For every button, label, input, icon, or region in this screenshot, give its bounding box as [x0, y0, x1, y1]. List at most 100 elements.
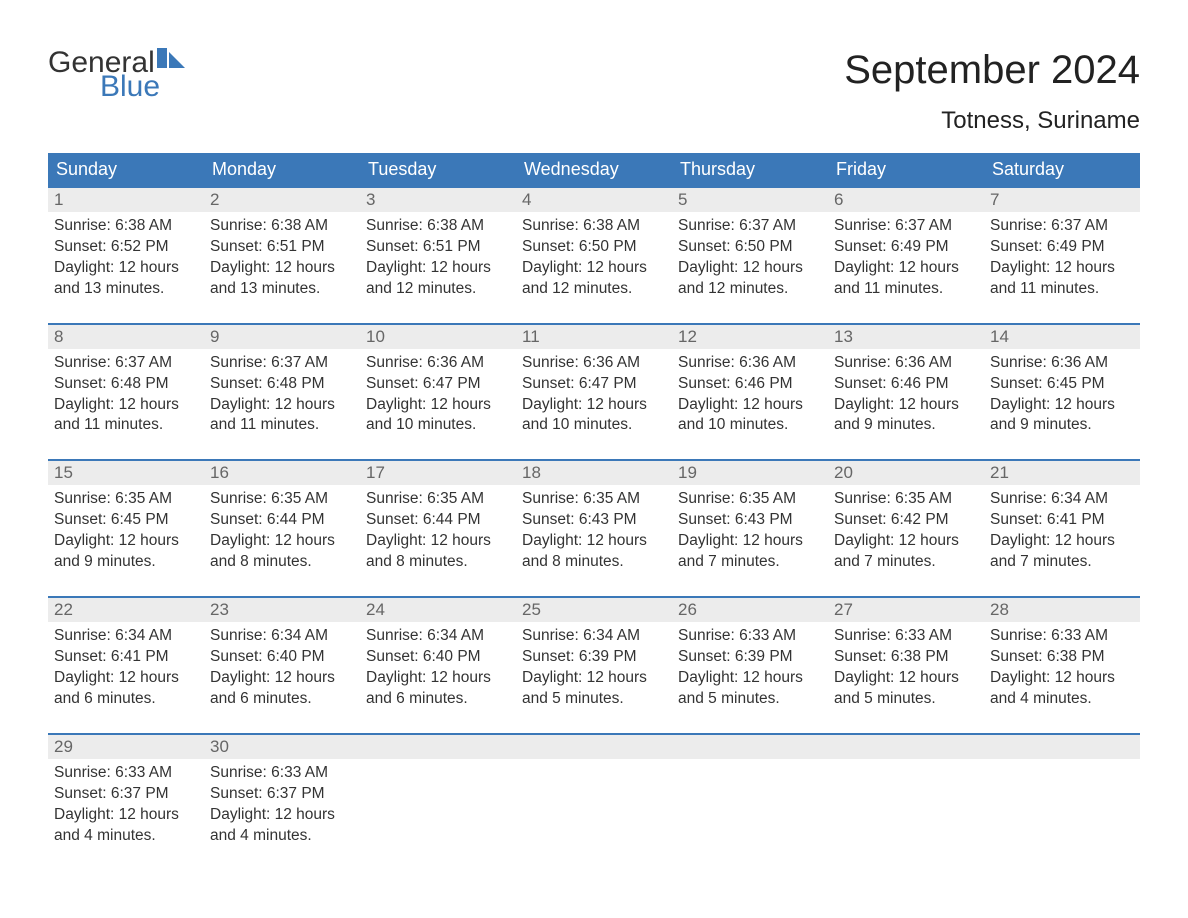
- day-number-row: 22232425262728: [48, 597, 1140, 622]
- day-data-cell: Sunrise: 6:36 AMSunset: 6:47 PMDaylight:…: [516, 349, 672, 447]
- day-data-cell: Sunrise: 6:35 AMSunset: 6:44 PMDaylight:…: [360, 485, 516, 583]
- sunset-line: Sunset: 6:51 PM: [366, 237, 510, 258]
- sunrise-line: Sunrise: 6:36 AM: [678, 353, 822, 374]
- sunrise-line: Sunrise: 6:35 AM: [54, 489, 198, 510]
- daylight-line: Daylight: 12 hours and 7 minutes.: [834, 531, 978, 573]
- title-block: September 2024 Totness, Suriname: [844, 48, 1140, 135]
- sunset-line: Sunset: 6:50 PM: [522, 237, 666, 258]
- logo: General Blue: [48, 48, 185, 102]
- day-number-cell: 25: [516, 597, 672, 622]
- day-data-cell: Sunrise: 6:36 AMSunset: 6:47 PMDaylight:…: [360, 349, 516, 447]
- day-number-cell: 21: [984, 460, 1140, 485]
- day-data-cell: Sunrise: 6:37 AMSunset: 6:48 PMDaylight:…: [204, 349, 360, 447]
- sunrise-line: Sunrise: 6:38 AM: [522, 216, 666, 237]
- sunrise-line: Sunrise: 6:38 AM: [54, 216, 198, 237]
- sunrise-line: Sunrise: 6:35 AM: [522, 489, 666, 510]
- day-data-cell: Sunrise: 6:38 AMSunset: 6:51 PMDaylight:…: [204, 212, 360, 310]
- day-data-cell: [672, 759, 828, 857]
- day-number-cell: 28: [984, 597, 1140, 622]
- daylight-line: Daylight: 12 hours and 13 minutes.: [210, 258, 354, 300]
- day-number-row: 1234567: [48, 187, 1140, 212]
- day-data-cell: Sunrise: 6:37 AMSunset: 6:49 PMDaylight:…: [984, 212, 1140, 310]
- day-data-cell: Sunrise: 6:36 AMSunset: 6:46 PMDaylight:…: [672, 349, 828, 447]
- day-number-cell: 10: [360, 324, 516, 349]
- daylight-line: Daylight: 12 hours and 8 minutes.: [522, 531, 666, 573]
- day-number-cell: [828, 734, 984, 759]
- daylight-line: Daylight: 12 hours and 9 minutes.: [990, 395, 1134, 437]
- day-data-cell: Sunrise: 6:37 AMSunset: 6:50 PMDaylight:…: [672, 212, 828, 310]
- sunrise-line: Sunrise: 6:35 AM: [210, 489, 354, 510]
- sunset-line: Sunset: 6:48 PM: [210, 374, 354, 395]
- sunset-line: Sunset: 6:39 PM: [522, 647, 666, 668]
- sunset-line: Sunset: 6:50 PM: [678, 237, 822, 258]
- sunset-line: Sunset: 6:42 PM: [834, 510, 978, 531]
- day-data-cell: Sunrise: 6:35 AMSunset: 6:45 PMDaylight:…: [48, 485, 204, 583]
- day-number-cell: 16: [204, 460, 360, 485]
- sunset-line: Sunset: 6:46 PM: [834, 374, 978, 395]
- day-number-cell: [516, 734, 672, 759]
- day-data-cell: Sunrise: 6:33 AMSunset: 6:37 PMDaylight:…: [204, 759, 360, 857]
- sunrise-line: Sunrise: 6:37 AM: [990, 216, 1134, 237]
- sunset-line: Sunset: 6:37 PM: [210, 784, 354, 805]
- day-data-row: Sunrise: 6:33 AMSunset: 6:37 PMDaylight:…: [48, 759, 1140, 857]
- sunset-line: Sunset: 6:43 PM: [678, 510, 822, 531]
- week-spacer: [48, 446, 1140, 460]
- daylight-line: Daylight: 12 hours and 13 minutes.: [54, 258, 198, 300]
- sunrise-line: Sunrise: 6:36 AM: [366, 353, 510, 374]
- day-data-cell: Sunrise: 6:34 AMSunset: 6:41 PMDaylight:…: [984, 485, 1140, 583]
- daylight-line: Daylight: 12 hours and 9 minutes.: [54, 531, 198, 573]
- day-data-cell: [516, 759, 672, 857]
- day-number-cell: 30: [204, 734, 360, 759]
- sunrise-line: Sunrise: 6:33 AM: [210, 763, 354, 784]
- sunset-line: Sunset: 6:39 PM: [678, 647, 822, 668]
- sunrise-line: Sunrise: 6:36 AM: [522, 353, 666, 374]
- daylight-line: Daylight: 12 hours and 9 minutes.: [834, 395, 978, 437]
- day-number-cell: 6: [828, 187, 984, 212]
- sunrise-line: Sunrise: 6:34 AM: [210, 626, 354, 647]
- day-data-cell: Sunrise: 6:34 AMSunset: 6:39 PMDaylight:…: [516, 622, 672, 720]
- daylight-line: Daylight: 12 hours and 12 minutes.: [366, 258, 510, 300]
- day-data-cell: Sunrise: 6:35 AMSunset: 6:42 PMDaylight:…: [828, 485, 984, 583]
- dayhead-wed: Wednesday: [516, 153, 672, 187]
- sunset-line: Sunset: 6:45 PM: [990, 374, 1134, 395]
- dayhead-mon: Monday: [204, 153, 360, 187]
- daylight-line: Daylight: 12 hours and 5 minutes.: [678, 668, 822, 710]
- dayhead-sat: Saturday: [984, 153, 1140, 187]
- day-number-cell: 18: [516, 460, 672, 485]
- day-data-cell: Sunrise: 6:33 AMSunset: 6:38 PMDaylight:…: [828, 622, 984, 720]
- day-data-cell: Sunrise: 6:34 AMSunset: 6:40 PMDaylight:…: [360, 622, 516, 720]
- dayhead-thu: Thursday: [672, 153, 828, 187]
- day-data-cell: Sunrise: 6:36 AMSunset: 6:46 PMDaylight:…: [828, 349, 984, 447]
- sunrise-line: Sunrise: 6:36 AM: [990, 353, 1134, 374]
- sunrise-line: Sunrise: 6:34 AM: [522, 626, 666, 647]
- daylight-line: Daylight: 12 hours and 7 minutes.: [990, 531, 1134, 573]
- daylight-line: Daylight: 12 hours and 6 minutes.: [210, 668, 354, 710]
- day-data-cell: [984, 759, 1140, 857]
- sunset-line: Sunset: 6:40 PM: [366, 647, 510, 668]
- sunset-line: Sunset: 6:49 PM: [834, 237, 978, 258]
- sunrise-line: Sunrise: 6:34 AM: [990, 489, 1134, 510]
- day-data-row: Sunrise: 6:38 AMSunset: 6:52 PMDaylight:…: [48, 212, 1140, 310]
- dayhead-fri: Friday: [828, 153, 984, 187]
- day-number-cell: [360, 734, 516, 759]
- day-data-cell: Sunrise: 6:34 AMSunset: 6:40 PMDaylight:…: [204, 622, 360, 720]
- sunset-line: Sunset: 6:45 PM: [54, 510, 198, 531]
- sunset-line: Sunset: 6:52 PM: [54, 237, 198, 258]
- day-number-cell: [672, 734, 828, 759]
- day-data-cell: Sunrise: 6:35 AMSunset: 6:43 PMDaylight:…: [516, 485, 672, 583]
- dayhead-sun: Sunday: [48, 153, 204, 187]
- day-data-cell: Sunrise: 6:38 AMSunset: 6:50 PMDaylight:…: [516, 212, 672, 310]
- daylight-line: Daylight: 12 hours and 6 minutes.: [54, 668, 198, 710]
- sunrise-line: Sunrise: 6:37 AM: [54, 353, 198, 374]
- day-number-cell: 3: [360, 187, 516, 212]
- sunset-line: Sunset: 6:49 PM: [990, 237, 1134, 258]
- day-number-row: 891011121314: [48, 324, 1140, 349]
- week-spacer: [48, 310, 1140, 324]
- day-number-cell: 7: [984, 187, 1140, 212]
- sunrise-line: Sunrise: 6:33 AM: [54, 763, 198, 784]
- week-spacer: [48, 720, 1140, 734]
- sunset-line: Sunset: 6:47 PM: [522, 374, 666, 395]
- sunrise-line: Sunrise: 6:36 AM: [834, 353, 978, 374]
- daylight-line: Daylight: 12 hours and 4 minutes.: [54, 805, 198, 847]
- day-number-cell: 15: [48, 460, 204, 485]
